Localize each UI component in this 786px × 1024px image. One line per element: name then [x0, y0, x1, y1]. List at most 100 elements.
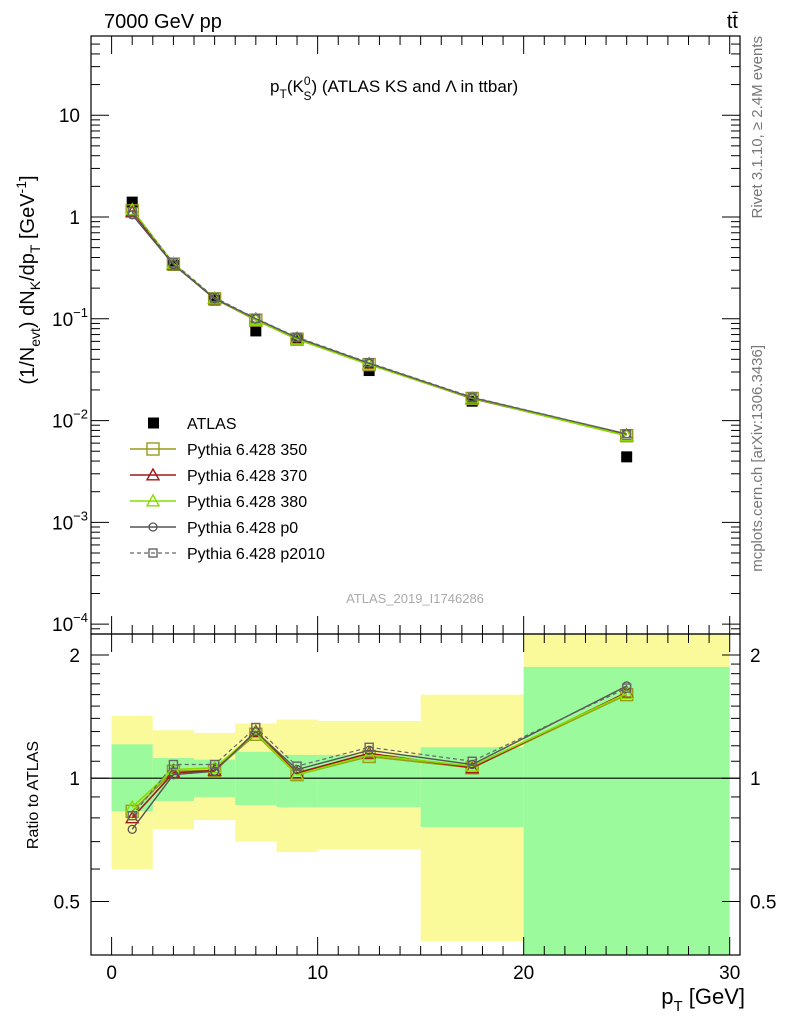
atlas-data-point: [250, 325, 262, 337]
ratio-pythia-6-428-380-point: [619, 686, 634, 700]
xlabel-p: p: [661, 984, 673, 1009]
rivet-label: Rivet 3.1.10, ≥ 2.4M events: [749, 36, 766, 219]
legend-label-atlas: ATLAS: [187, 416, 237, 433]
legend-marker-pythia-6-428-p2010: [148, 548, 158, 558]
main-y-tick-base: 10: [59, 106, 80, 127]
title-p: p: [270, 77, 279, 96]
analysis-watermark: ATLAS_2019_I1746286: [346, 591, 484, 606]
x-tick-label: 0: [106, 963, 117, 984]
title-T-sub: T: [279, 87, 287, 101]
ratio-pythia-6-428-p2010-point: [621, 683, 632, 693]
pythia-6-428-380-line: [131, 209, 627, 437]
ratio-pythia-6-428-p2010-point: [209, 759, 220, 770]
ratio-y-axis-label: Ratio to ATLAS: [25, 741, 42, 849]
main-y-tick-label: 10: [59, 106, 80, 127]
main-frame: [90, 35, 741, 635]
title-rest: ) (ATLAS KS and Λ in ttbar): [312, 77, 519, 96]
ratio-pythia-6-428-380-point: [248, 725, 264, 739]
ratio-plot-area: [125, 681, 634, 835]
band-inner-bin: [523, 666, 730, 955]
pythia-6-428-p0-line: [131, 214, 627, 435]
main-y-tick-base: 10: [52, 412, 73, 433]
main-y-tick-label: 10−2: [52, 407, 88, 433]
pythia-6-428-370-line: [131, 211, 627, 436]
main-y-tick-base: 1: [69, 208, 80, 229]
pythia-6-428-p2010-point: [621, 429, 632, 439]
pythia-6-428-p2010-point: [251, 313, 261, 324]
ylabel-evt: evt: [27, 328, 43, 347]
main-title: pT(K0 S) (ATLAS KS and Λ in ttbar): [270, 74, 518, 103]
ratio-y-tick-label-right: 0.5: [750, 892, 776, 913]
atlas-data-point: [209, 294, 221, 306]
xlabel-T: T: [673, 998, 682, 1015]
title-K: (K: [287, 77, 305, 96]
main-y-tick-exponent: −1: [73, 305, 88, 320]
mcplots-label: mcplots.cern.ch [arXiv:1306.3436]: [749, 345, 766, 572]
pythia-6-428-p2010-point: [467, 392, 477, 402]
main-y-tick-label: 10−3: [52, 508, 88, 534]
main-series-area: [125, 196, 634, 463]
main-y-tick-base: 10: [52, 310, 73, 331]
xlabel-rest: [GeV]: [683, 984, 745, 1009]
legend-marker-pythia-6-428-380: [145, 493, 161, 507]
pythia-6-428-350-line: [131, 210, 627, 437]
legend-marker-pythia-6-428-370: [145, 467, 161, 481]
ratio-frame: [90, 633, 741, 956]
ylabel-d: [GeV: [17, 193, 39, 245]
x-axis-label: pT [GeV]: [661, 984, 745, 1015]
legend-marker-atlas: [148, 417, 159, 429]
main-y-tick-label: 10−1: [52, 305, 88, 331]
ratio-pythia-6-428-370-line: [131, 691, 628, 819]
legend-marker-pythia-6-428-350: [146, 442, 160, 456]
x-tick-label: 30: [719, 963, 740, 984]
x-tick-label: 20: [513, 963, 534, 984]
title-S-sub: S: [304, 89, 312, 103]
title-zero-sup: 0: [304, 74, 311, 88]
ratio-pythia-6-428-p2010-point: [168, 759, 179, 770]
header-left-label: 7000 GeV pp: [104, 11, 222, 33]
legend-marker-pythia-6-428-p0: [148, 522, 158, 532]
atlas-data-point: [126, 196, 138, 208]
legend-label-pythia-6-428-370: Pythia 6.428 370: [187, 468, 307, 485]
ratio-y-tick-label-left: 0.5: [54, 892, 80, 913]
legend-label-pythia-6-428-350: Pythia 6.428 350: [187, 442, 307, 459]
atlas-data-point: [621, 451, 633, 463]
ratio-pythia-6-428-p2010-point: [467, 756, 477, 766]
legend-label-pythia-6-428-380: Pythia 6.428 380: [187, 494, 307, 511]
main-y-tick-label: 10−4: [52, 610, 88, 636]
main-y-axis-label: (1/Nevt) dNK/dpT [GeV-1]: [13, 175, 43, 384]
ratio-pythia-6-428-380-point: [361, 747, 377, 761]
main-y-tick-base: 10: [52, 513, 73, 534]
main-y-tick-exponent: −3: [73, 508, 88, 523]
ratio-pythia-6-428-p0-line: [131, 685, 627, 830]
ylabel-a: (1/N: [17, 347, 39, 385]
ratio-pythia-6-428-p2010-point: [251, 722, 261, 733]
ylabel-c: /dp: [17, 253, 39, 281]
ratio-pythia-6-428-380-point: [289, 767, 305, 781]
main-y-tick-base: 10: [52, 615, 73, 636]
ylabel-b: ) dN: [17, 290, 39, 328]
ratio-y-tick-label-right: 2: [750, 646, 761, 667]
legend-label-pythia-6-428-p2010: Pythia 6.428 p2010: [187, 546, 325, 563]
pythia-6-428-p2010-point: [168, 258, 179, 268]
pythia-6-428-380-point: [125, 202, 140, 216]
ratio-y-tick-label-right: 1: [750, 769, 761, 790]
ratio-y-tick-label-left: 2: [69, 646, 80, 667]
ratio-pythia-6-428-370-point: [125, 810, 140, 824]
x-tick-label: 10: [307, 963, 328, 984]
legend: ATLAS Pythia 6.428 350 Pythia 6.428 370 Pyt…: [130, 416, 325, 563]
header-right-label: tt̄: [727, 11, 739, 33]
main-y-tick-exponent: −4: [73, 610, 88, 625]
main-y-tick-exponent: −2: [73, 407, 88, 422]
ratio-pythia-6-428-p2010-point: [127, 810, 137, 821]
ratio-pythia-6-428-380-line: [131, 692, 628, 808]
ratio-y-tick-label-left: 1: [69, 769, 80, 790]
ratio-pythia-6-428-p0-point: [209, 766, 220, 776]
pythia-6-428-p2010-point: [292, 332, 302, 342]
pythia-6-428-380-point: [619, 428, 634, 442]
pythia-6-428-p2010-line: [131, 211, 627, 435]
ratio-pythia-6-428-p2010-line: [131, 687, 627, 817]
ratio-pythia-6-428-p0-point: [168, 770, 179, 780]
